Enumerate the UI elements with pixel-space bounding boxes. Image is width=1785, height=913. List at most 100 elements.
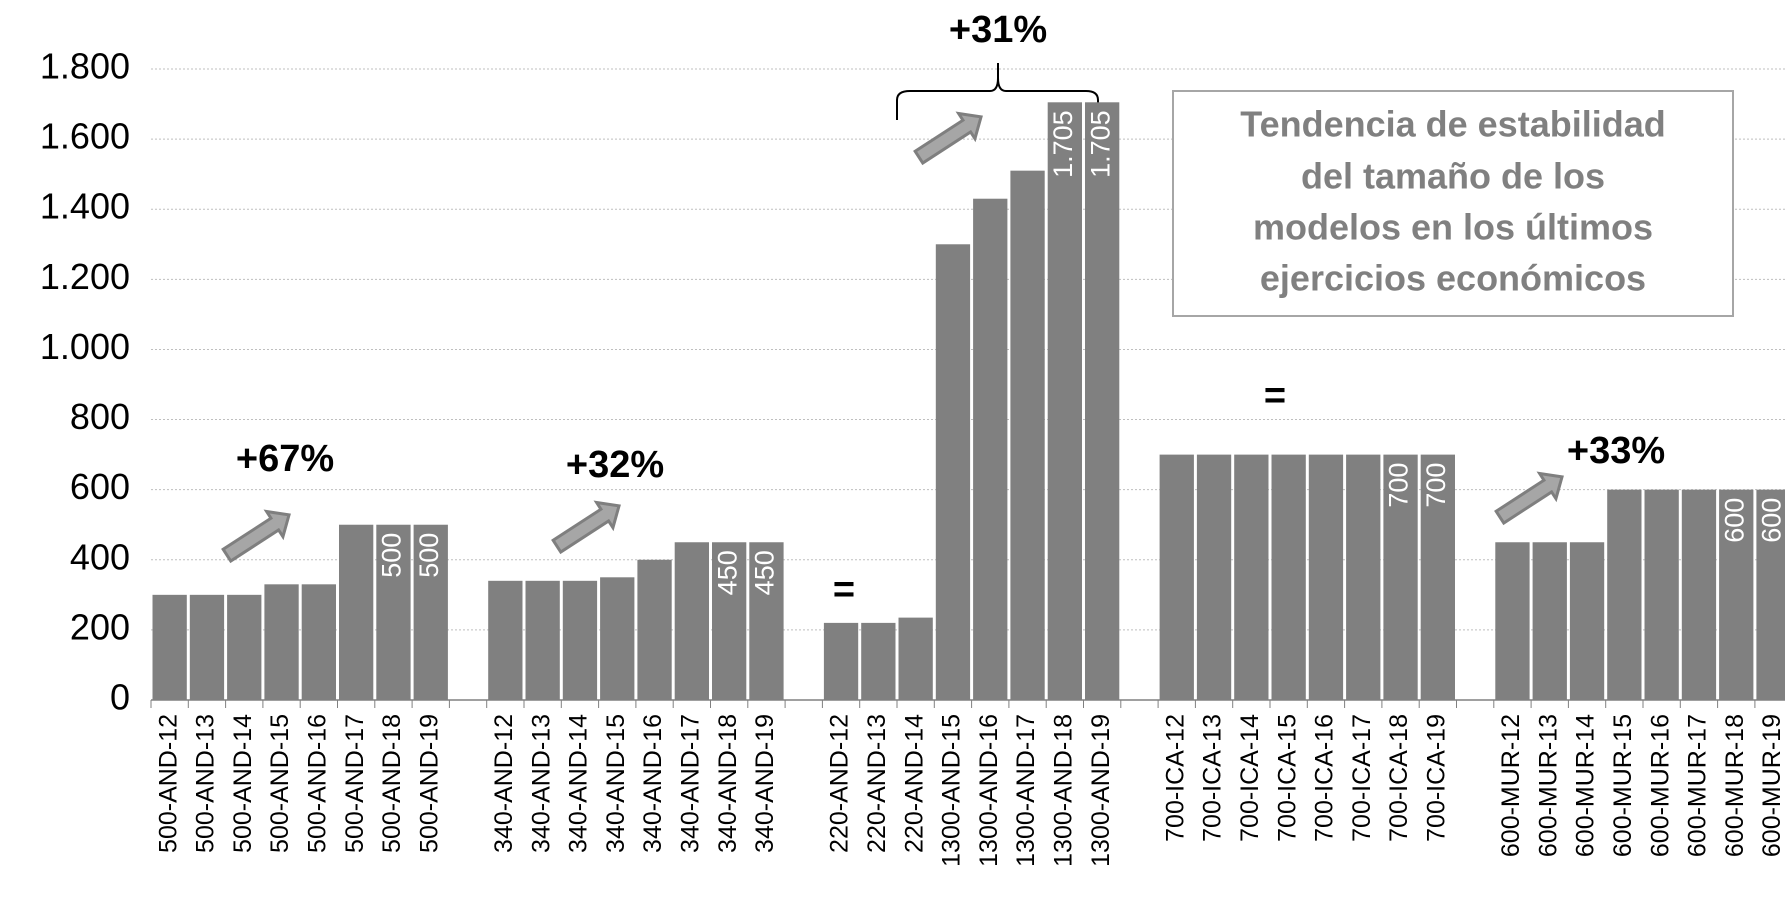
y-tick-label: 0 bbox=[110, 677, 130, 718]
bar bbox=[301, 584, 336, 700]
note-line: Tendencia de estabilidad bbox=[1240, 104, 1665, 145]
x-tick-label: 500-AND-18 bbox=[378, 714, 406, 853]
x-tick-label: 340-AND-14 bbox=[565, 714, 593, 853]
bar bbox=[1271, 454, 1306, 700]
x-tick-label: 500-AND-12 bbox=[154, 714, 182, 853]
x-tick-label: 700-ICA-19 bbox=[1422, 714, 1450, 842]
y-tick-label: 1.600 bbox=[40, 116, 130, 157]
bar bbox=[712, 542, 747, 700]
x-tick-label: 600-MUR-17 bbox=[1684, 714, 1712, 857]
x-tick-label: 600-MUR-16 bbox=[1646, 714, 1674, 857]
value-label: 700 bbox=[1384, 463, 1414, 508]
bar bbox=[1756, 489, 1785, 700]
x-tick-label: 700-ICA-14 bbox=[1236, 714, 1264, 842]
note-line: del tamaño de los bbox=[1301, 156, 1605, 197]
bar bbox=[898, 617, 933, 700]
x-tick-label: 340-AND-18 bbox=[714, 714, 742, 853]
x-tick-label: 500-AND-15 bbox=[266, 714, 294, 853]
bar bbox=[674, 542, 709, 700]
bar bbox=[823, 622, 859, 700]
annotation: +32% bbox=[566, 444, 664, 486]
x-tick-label: 340-AND-17 bbox=[676, 714, 704, 853]
x-tick-label: 500-AND-13 bbox=[192, 714, 220, 853]
bar bbox=[637, 559, 672, 700]
annotation: +67% bbox=[236, 438, 334, 480]
x-tick-label: 500-AND-17 bbox=[341, 714, 369, 853]
x-tick-label: 340-AND-19 bbox=[751, 714, 779, 853]
bar bbox=[1495, 542, 1530, 700]
bar bbox=[1644, 489, 1679, 700]
annotation: = bbox=[1264, 375, 1286, 417]
bar bbox=[935, 244, 971, 700]
bar bbox=[1569, 542, 1605, 700]
x-tick-label: 600-MUR-12 bbox=[1497, 714, 1525, 857]
y-tick-label: 800 bbox=[70, 396, 130, 437]
y-tick-label: 1.000 bbox=[40, 326, 130, 367]
value-label: 600 bbox=[1757, 498, 1785, 543]
bar bbox=[1719, 489, 1754, 700]
value-label: 1.705 bbox=[1085, 110, 1115, 178]
x-tick-label: 340-AND-12 bbox=[490, 714, 518, 853]
arrow bbox=[913, 111, 983, 166]
bar bbox=[1607, 489, 1642, 700]
y-tick-label: 200 bbox=[70, 606, 130, 647]
bar bbox=[1010, 170, 1045, 700]
bar bbox=[1420, 454, 1455, 700]
x-tick-label: 1300-AND-16 bbox=[975, 714, 1003, 867]
x-tick-label: 220-AND-14 bbox=[900, 714, 928, 853]
bar bbox=[600, 577, 635, 700]
x-tick-label: 700-ICA-18 bbox=[1385, 714, 1413, 842]
bar bbox=[152, 594, 187, 700]
bar bbox=[973, 198, 1008, 700]
x-tick-label: 700-ICA-15 bbox=[1273, 714, 1301, 842]
note-line: ejercicios económicos bbox=[1260, 258, 1646, 299]
note-box bbox=[1172, 90, 1734, 317]
bar bbox=[264, 584, 299, 700]
bar bbox=[1681, 489, 1717, 700]
x-tick-label: 700-ICA-12 bbox=[1161, 714, 1189, 842]
y-tick-label: 1.800 bbox=[40, 46, 130, 87]
y-tick-label: 400 bbox=[70, 536, 130, 577]
x-tick-label: 340-AND-16 bbox=[639, 714, 667, 853]
value-label: 700 bbox=[1421, 463, 1451, 508]
x-tick-label: 220-AND-12 bbox=[826, 714, 854, 853]
x-tick-label: 600-MUR-18 bbox=[1721, 714, 1749, 857]
bar bbox=[861, 622, 896, 700]
bar bbox=[488, 580, 523, 700]
note-line: modelos en los últimos bbox=[1253, 207, 1653, 248]
x-tick-label: 1300-AND-15 bbox=[938, 714, 966, 867]
x-tick-label: 1300-AND-19 bbox=[1087, 714, 1115, 867]
bar bbox=[1085, 102, 1120, 700]
value-label: 450 bbox=[712, 550, 742, 595]
bar bbox=[1234, 454, 1269, 700]
value-label: 450 bbox=[750, 550, 780, 595]
y-tick-label: 1.200 bbox=[40, 256, 130, 297]
x-tick-label: 1300-AND-18 bbox=[1049, 714, 1077, 867]
bar bbox=[525, 580, 560, 700]
x-tick-label: 500-AND-16 bbox=[303, 714, 331, 853]
x-tick-label: 1300-AND-17 bbox=[1012, 714, 1040, 867]
value-label: 500 bbox=[414, 533, 444, 578]
value-label: 500 bbox=[377, 533, 407, 578]
bar bbox=[1346, 454, 1381, 700]
x-tick-label: 600-MUR-14 bbox=[1572, 714, 1600, 857]
x-tick-label: 500-AND-14 bbox=[229, 714, 257, 853]
trend-arrows bbox=[221, 111, 1564, 564]
arrow bbox=[221, 509, 291, 564]
x-tick-label: 700-ICA-16 bbox=[1311, 714, 1339, 842]
x-tick-label: 500-AND-19 bbox=[415, 714, 443, 853]
x-tick-label: 600-MUR-19 bbox=[1758, 714, 1785, 857]
bar bbox=[749, 542, 784, 700]
bar bbox=[1532, 542, 1567, 700]
bar bbox=[562, 580, 598, 700]
value-label: 600 bbox=[1719, 498, 1749, 543]
x-tick-label: 600-MUR-13 bbox=[1534, 714, 1562, 857]
x-tick-label: 340-AND-15 bbox=[602, 714, 630, 853]
y-tick-label: 600 bbox=[70, 466, 130, 507]
annotation: +33% bbox=[1567, 430, 1665, 472]
bar bbox=[1047, 102, 1082, 700]
x-tick-label: 340-AND-13 bbox=[527, 714, 555, 853]
x-tick-label: 220-AND-13 bbox=[863, 714, 891, 853]
